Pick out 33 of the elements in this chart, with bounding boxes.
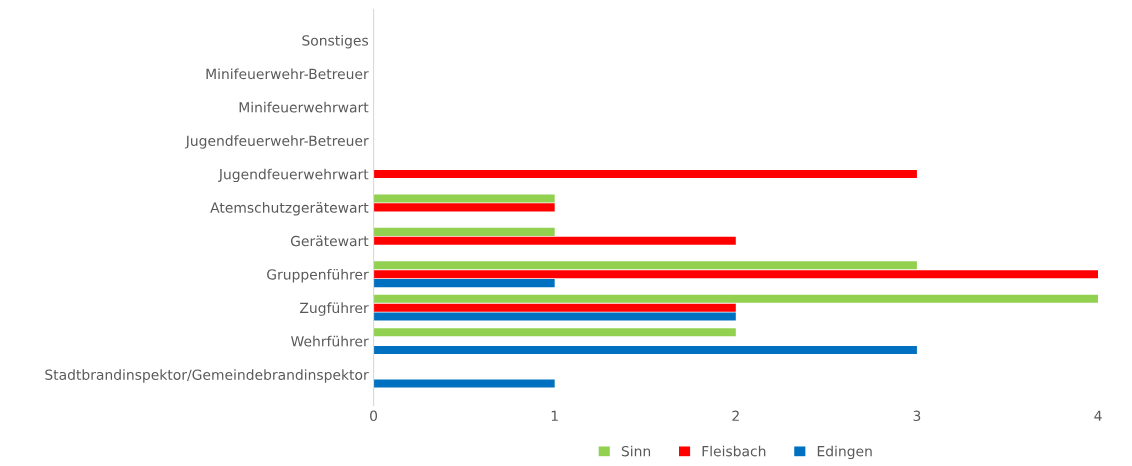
x-tick-label: 2 bbox=[732, 410, 739, 421]
bar bbox=[373, 227, 555, 236]
bar bbox=[373, 261, 917, 270]
bar bbox=[373, 169, 917, 178]
bar bbox=[373, 379, 555, 388]
bar bbox=[373, 270, 1099, 279]
y-tick-label: Gerätewart bbox=[290, 235, 369, 247]
y-tick-label: Stadtbrandinspektor/Gemeindebrandinspektor bbox=[45, 369, 369, 383]
bar bbox=[373, 203, 555, 212]
y-tick-label: Gruppenführer bbox=[267, 268, 369, 283]
y-tick-label: Zugführer bbox=[300, 302, 369, 316]
bar bbox=[373, 279, 555, 288]
y-tick-label: Sonstiges bbox=[302, 34, 369, 49]
x-tick-label: 4 bbox=[1094, 410, 1102, 421]
legend-label: Edingen bbox=[817, 445, 872, 460]
legend-label: Sinn bbox=[621, 445, 651, 457]
bar bbox=[373, 345, 917, 354]
x-tick-label: 3 bbox=[913, 410, 921, 422]
bar bbox=[373, 236, 736, 245]
bar bbox=[373, 303, 736, 312]
x-tick-label: 1 bbox=[551, 410, 558, 421]
y-tick-label: Minifeuerwehrwart bbox=[239, 101, 369, 113]
y-tick-label: Jugendfeuerwehrwart bbox=[218, 168, 369, 183]
bar bbox=[373, 312, 736, 321]
y-tick-label: Wehrführer bbox=[291, 335, 369, 347]
x-tick-label: 0 bbox=[370, 410, 378, 422]
bar bbox=[373, 328, 736, 337]
y-tick-label: Jugendfeuerwehr-Betreuer bbox=[185, 135, 369, 149]
legend-label: Fleisbach bbox=[702, 445, 766, 457]
y-tick-label: Minifeuerwehr-Betreuer bbox=[206, 68, 369, 80]
bar bbox=[373, 294, 1099, 303]
bar bbox=[373, 194, 555, 203]
y-tick-label: Atemschutzgerätewart bbox=[210, 202, 369, 216]
